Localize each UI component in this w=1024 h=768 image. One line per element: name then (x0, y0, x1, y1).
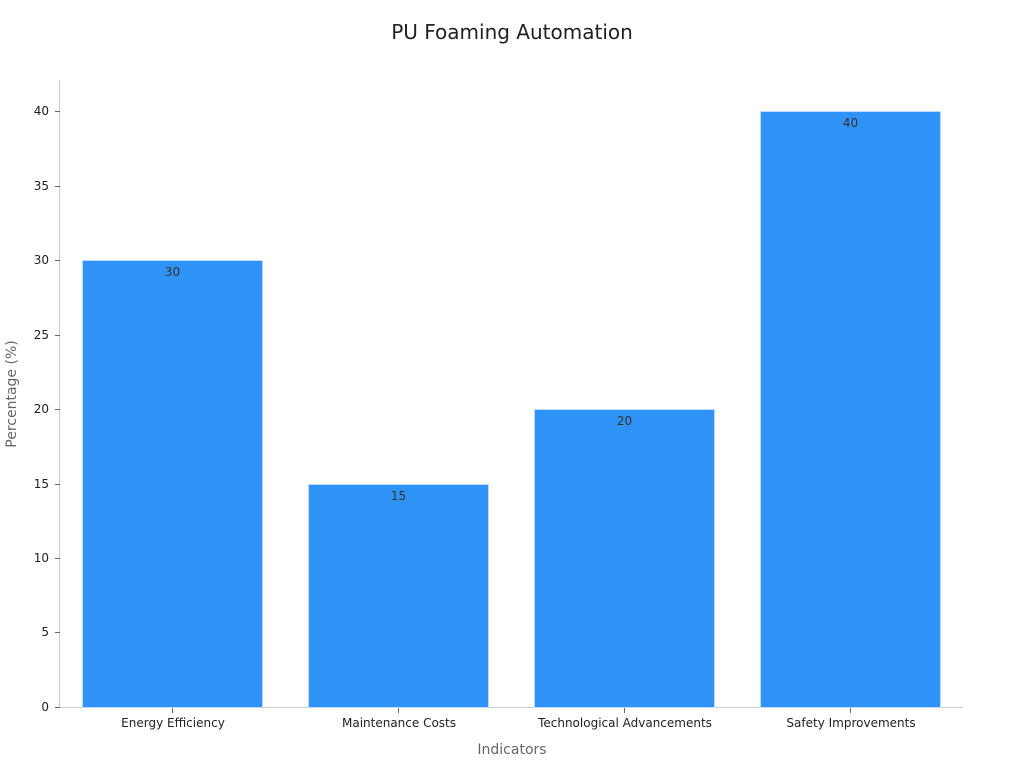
bar-value-label: 30 (164, 265, 181, 279)
chart-title: PU Foaming Automation (391, 20, 633, 44)
bar-safety-improvements: 40 (760, 111, 941, 708)
y-tick: 25 (0, 328, 60, 349)
y-axis-line (59, 80, 60, 708)
x-tick-label: Safety Improvements (786, 716, 916, 730)
x-tick (624, 708, 625, 713)
y-tick: 20 (0, 402, 60, 423)
bar-value-label: 20 (616, 414, 633, 428)
y-tick: 0 (0, 700, 60, 721)
bar-value-label: 15 (390, 489, 407, 503)
x-tick (398, 708, 399, 713)
y-tick: 35 (0, 179, 60, 200)
y-tick: 5 (0, 625, 60, 646)
bar-technological-advancements: 20 (534, 409, 715, 708)
x-tick-label: Energy Efficiency (121, 716, 225, 730)
x-axis-line (59, 707, 963, 708)
x-tick (172, 708, 173, 713)
bar-maintenance-costs: 15 (308, 484, 489, 708)
bar-value-label: 40 (842, 116, 859, 130)
y-tick: 10 (0, 551, 60, 572)
x-tick-label: Technological Advancements (538, 716, 712, 730)
y-tick: 15 (0, 477, 60, 498)
y-tick: 30 (0, 253, 60, 274)
x-tick (850, 708, 851, 713)
x-axis-title: Indicators (477, 742, 547, 758)
x-tick-label: Maintenance Costs (341, 716, 457, 730)
y-axis-title: Percentage (%) (4, 340, 20, 448)
bar-energy-efficiency: 30 (82, 260, 263, 708)
y-tick: 40 (0, 104, 60, 125)
